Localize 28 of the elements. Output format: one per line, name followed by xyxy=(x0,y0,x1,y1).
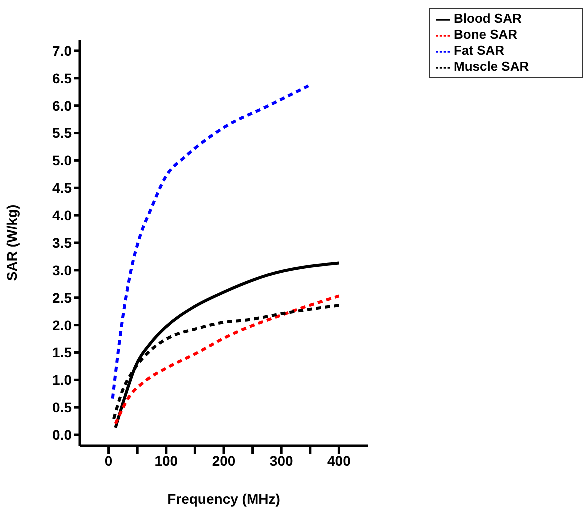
x-tick-label: 400 xyxy=(328,452,352,469)
legend-label: Muscle SAR xyxy=(454,59,530,74)
y-tick-label: 0.0 xyxy=(52,426,72,443)
y-tick-label: 1.0 xyxy=(52,372,72,388)
y-tick-label: 5.0 xyxy=(52,152,72,169)
y-axis-title: SAR (W/kg) xyxy=(4,204,20,282)
x-tick-label: 200 xyxy=(212,452,236,469)
y-tick-label: 7.0 xyxy=(52,42,72,59)
y-tick-label: 3.5 xyxy=(52,234,72,251)
x-tick-label: 100 xyxy=(154,452,178,469)
y-tick-label: 0.5 xyxy=(52,400,72,416)
y-tick-label: 6.5 xyxy=(52,70,72,86)
y-tick-label: 3.0 xyxy=(52,262,72,278)
y-tick-label: 5.5 xyxy=(52,125,72,142)
y-tick-label: 2.5 xyxy=(52,290,72,306)
legend-label: Fat SAR xyxy=(454,43,505,58)
y-tick-label: 4.5 xyxy=(52,180,72,196)
x-axis-title: Frequency (MHz) xyxy=(168,491,280,507)
y-tick-label: 6.0 xyxy=(52,98,72,114)
line-series xyxy=(111,84,310,400)
x-tick-label: 0 xyxy=(104,452,113,469)
y-tick-label: 1.5 xyxy=(52,344,72,361)
x-tick-label: 300 xyxy=(270,452,294,469)
legend-label: Bone SAR xyxy=(454,27,518,42)
y-tick-label: 2.0 xyxy=(52,317,72,334)
y-tick-label: 4.0 xyxy=(52,208,72,224)
line-series xyxy=(114,262,341,430)
legend-label: Blood SAR xyxy=(454,11,522,26)
